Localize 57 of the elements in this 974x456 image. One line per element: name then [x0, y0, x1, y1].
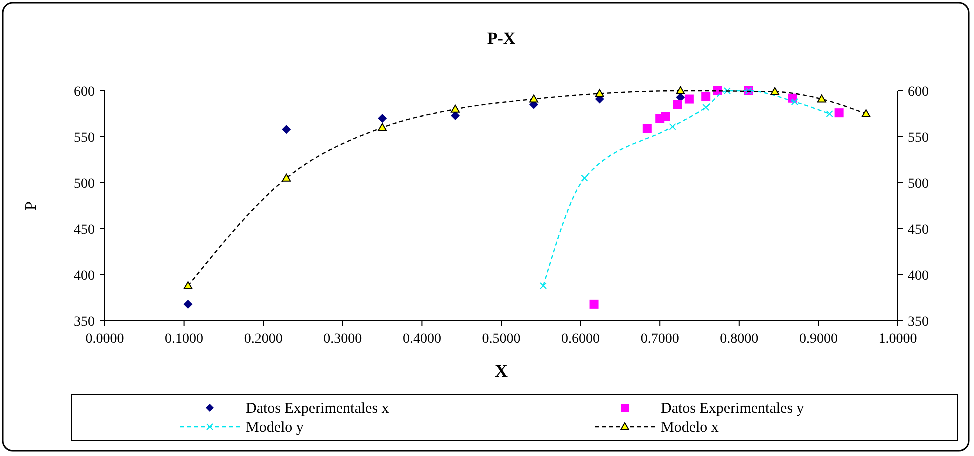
y-axis-title: P — [23, 201, 40, 210]
point — [862, 110, 871, 118]
x-tick-label: 0.7000 — [640, 332, 680, 347]
point — [184, 300, 193, 309]
point — [378, 114, 388, 124]
point — [770, 87, 780, 96]
x-tick-label: 0.2000 — [244, 332, 283, 347]
y-tick-label: 600 — [74, 85, 95, 100]
point — [702, 92, 711, 102]
point — [282, 125, 292, 134]
point — [530, 94, 539, 103]
point — [702, 104, 710, 112]
y2-tick-label: 500 — [908, 177, 929, 192]
y-tick-label: 550 — [74, 131, 95, 146]
x-tick-label: 0.1000 — [165, 332, 204, 347]
y-tick-label: 450 — [74, 223, 95, 238]
point — [834, 108, 844, 118]
y2-tick-label: 600 — [908, 85, 929, 100]
y2-tick-label: 400 — [908, 269, 929, 284]
point — [826, 110, 834, 118]
x-tick-label: 0.5000 — [482, 332, 521, 347]
legend-label: Modelo x — [661, 420, 720, 436]
y2-tick-label: 450 — [908, 223, 929, 238]
y-tick-label: 400 — [74, 269, 95, 284]
chart-title: P-X — [487, 29, 516, 48]
x-axis-title: X — [495, 361, 508, 381]
point — [581, 174, 588, 182]
x-tick-label: 0.3000 — [324, 332, 362, 347]
point — [451, 104, 460, 113]
legend-label: Modelo y — [246, 420, 304, 436]
legend-label: Datos Experimentales y — [661, 401, 805, 417]
point — [595, 89, 604, 98]
x-tick-label: 0.8000 — [720, 332, 759, 347]
point — [184, 282, 193, 290]
point — [817, 94, 826, 103]
point — [676, 86, 686, 94]
point — [791, 98, 798, 106]
point — [661, 112, 670, 122]
x-tick-label: 0.4000 — [402, 332, 442, 347]
point — [378, 123, 388, 132]
y-tick-label: 350 — [74, 315, 95, 330]
point — [590, 300, 599, 309]
x-tick-label: 0.9000 — [799, 332, 838, 347]
point — [673, 100, 682, 110]
point — [282, 174, 292, 182]
point — [642, 124, 652, 134]
y-tick-label: 500 — [74, 177, 95, 192]
legend-label: Datos Experimentales x — [246, 401, 390, 417]
x-tick-label: 0.6000 — [562, 332, 600, 347]
x-tick-label: 0.0000 — [86, 332, 124, 347]
point — [724, 88, 732, 94]
point — [684, 94, 694, 104]
y2-tick-label: 550 — [908, 131, 929, 146]
point — [669, 123, 676, 130]
y2-tick-label: 350 — [908, 315, 929, 330]
x-tick-label: 1.0000 — [878, 332, 918, 347]
point — [540, 282, 548, 290]
